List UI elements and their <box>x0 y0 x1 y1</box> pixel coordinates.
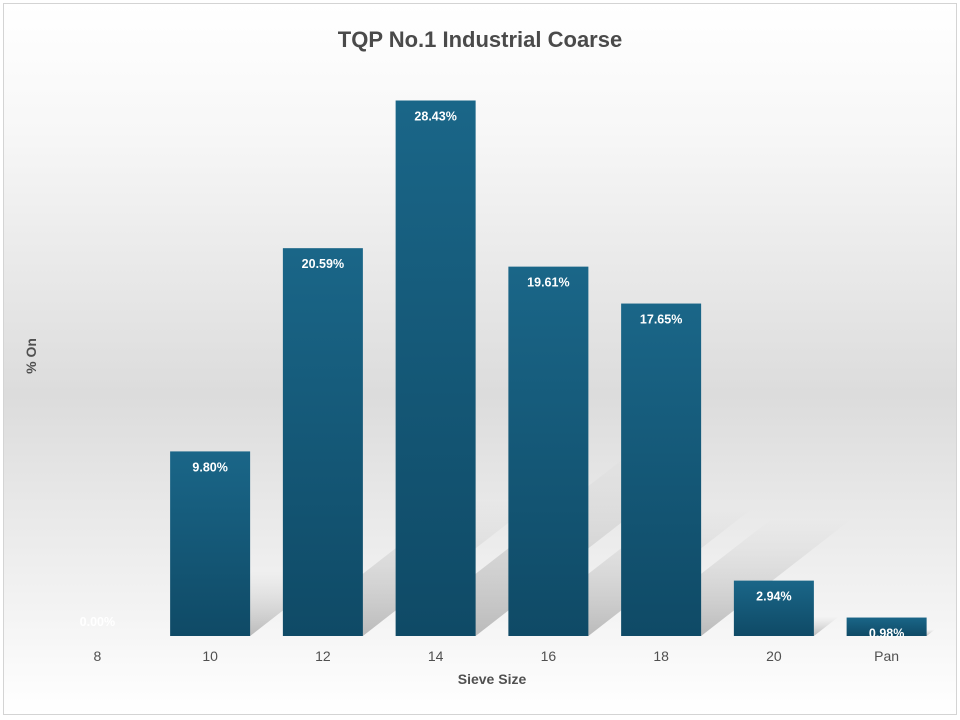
x-tick-20: 20 <box>766 648 782 664</box>
x-tick-12: 12 <box>315 648 331 664</box>
x-axis-title: Sieve Size <box>458 671 527 687</box>
bar-18 <box>621 303 702 636</box>
bar-20 <box>733 580 814 636</box>
bar-14 <box>395 100 476 636</box>
x-tick-14: 14 <box>428 648 444 664</box>
data-label-18: 17.65% <box>640 313 682 327</box>
bar-pan <box>846 617 927 636</box>
data-label-16: 19.61% <box>527 276 569 290</box>
x-tick-18: 18 <box>653 648 669 664</box>
x-axis-ticks: 8 10 12 14 16 18 20 Pan <box>93 648 899 664</box>
data-label-12: 20.59% <box>302 257 344 271</box>
data-labels: 0.00% 9.80% 20.59% 28.43% 19.61% 17.65% 2.94% 0… <box>80 110 905 641</box>
data-label-20: 2.94% <box>756 590 791 604</box>
x-tick-8: 8 <box>93 648 101 664</box>
data-label-pan: 0.98% <box>869 627 904 641</box>
chart-title: TQP No.1 Industrial Coarse <box>338 27 622 52</box>
data-label-10: 9.80% <box>192 460 227 474</box>
bars <box>170 100 927 636</box>
x-tick-pan: Pan <box>874 648 899 664</box>
bar-12 <box>282 248 363 636</box>
data-label-14: 28.43% <box>414 110 456 124</box>
bar-16 <box>508 266 589 636</box>
bar-10 <box>170 451 251 636</box>
x-tick-16: 16 <box>541 648 557 664</box>
y-axis-title: % On <box>23 338 39 374</box>
x-tick-10: 10 <box>202 648 218 664</box>
data-label-8: 0.00% <box>80 615 115 629</box>
